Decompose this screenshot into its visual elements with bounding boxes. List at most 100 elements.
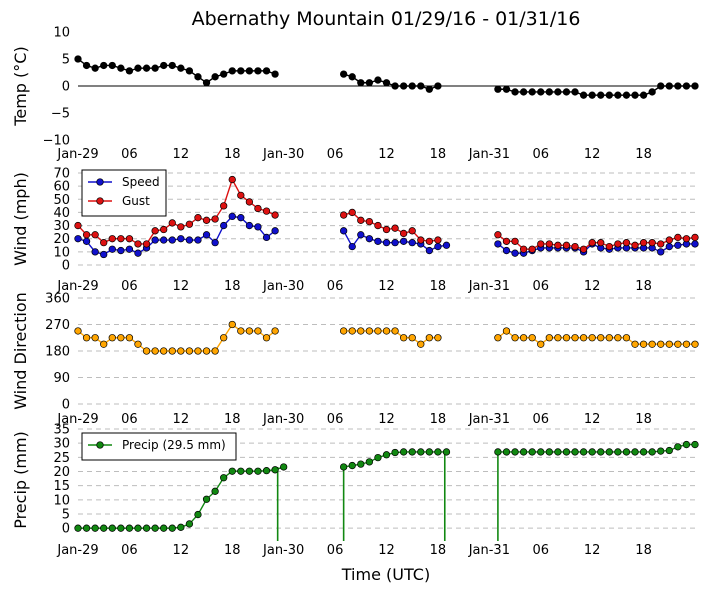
data-point-wind: [168, 219, 176, 227]
data-point-wind: [562, 241, 571, 249]
data-point-direction: [365, 327, 374, 335]
x-tick-label-direction: Jan-30: [262, 412, 304, 427]
data-point-precip: [211, 487, 219, 495]
data-point-precip: [100, 524, 108, 532]
data-point-direction: [74, 327, 82, 335]
data-point-wind: [691, 233, 699, 242]
y-tick-label-wind: 70: [53, 167, 70, 182]
data-point-precip: [202, 495, 211, 503]
data-point-wind: [185, 220, 194, 228]
data-point-wind: [657, 248, 665, 256]
data-point-temp: [160, 61, 168, 70]
y-tick-label-direction: 0: [62, 398, 70, 413]
data-point-wind: [554, 241, 562, 249]
data-point-temp: [691, 82, 699, 90]
x-tick-label-wind: Jan-31: [468, 279, 510, 294]
data-point-wind: [571, 242, 579, 251]
data-point-precip: [374, 453, 382, 462]
data-point-wind: [425, 246, 433, 255]
data-point-wind: [211, 239, 219, 247]
data-point-temp: [108, 61, 116, 70]
data-point-wind: [202, 216, 211, 224]
data-point-wind: [160, 236, 168, 244]
data-point-temp: [237, 67, 245, 75]
data-point-temp: [262, 67, 271, 75]
data-point-wind: [434, 236, 442, 244]
legend-wind: Speed Gust: [81, 169, 167, 217]
data-point-direction: [537, 340, 545, 348]
data-point-direction: [271, 327, 279, 335]
data-point-temp: [168, 61, 176, 70]
data-point-temp: [614, 91, 622, 99]
data-point-wind: [614, 240, 622, 248]
x-tick-label-wind: 18: [224, 279, 241, 294]
x-tick-label-direction: Jan-31: [468, 412, 510, 427]
data-point-wind: [357, 231, 365, 239]
data-point-temp: [588, 91, 596, 99]
series-precip-precip-29-5-mm: [74, 440, 699, 541]
x-tick-label-precip: Jan-29: [56, 543, 98, 558]
series-direction-direction: [74, 320, 699, 355]
data-point-direction: [340, 327, 348, 335]
data-point-wind: [682, 235, 691, 243]
data-point-direction: [185, 347, 194, 355]
data-point-temp: [511, 88, 519, 96]
data-point-precip: [562, 448, 571, 456]
y-tick-label-precip: 0: [62, 522, 70, 537]
x-tick-label-wind: 18: [430, 279, 447, 294]
series-line-direction: [497, 330, 695, 346]
data-point-temp: [545, 88, 553, 96]
data-point-wind: [91, 248, 99, 256]
data-point-wind: [365, 217, 374, 226]
data-point-precip: [502, 448, 511, 456]
data-point-wind: [100, 250, 108, 259]
series-line-precip: [497, 443, 695, 453]
data-point-wind: [425, 237, 433, 245]
data-point-temp: [519, 88, 528, 96]
data-point-wind: [434, 242, 442, 251]
data-point-temp: [639, 91, 648, 99]
data-point-wind: [82, 237, 91, 245]
data-point-wind: [151, 236, 159, 244]
x-tick-label-temp: Jan-31: [468, 147, 510, 162]
data-point-wind: [545, 240, 553, 248]
data-point-temp: [151, 64, 159, 72]
data-point-precip: [108, 524, 116, 532]
data-point-wind: [408, 227, 416, 235]
y-tick-label-precip: 35: [53, 423, 70, 438]
data-point-direction: [108, 334, 116, 342]
data-point-direction: [605, 334, 613, 342]
data-point-wind: [605, 242, 613, 251]
series-line-direction: [77, 323, 276, 352]
data-point-wind: [228, 212, 236, 221]
data-point-precip: [91, 524, 99, 532]
data-point-wind: [494, 240, 502, 248]
panel-temp: −10 −5 0 5 10 Temp (°C) Jan-29 06 12 18 Jan-30 06 12…: [11, 26, 699, 162]
data-point-direction: [494, 334, 502, 342]
data-point-precip: [579, 448, 588, 456]
data-point-direction: [237, 327, 245, 335]
data-point-temp: [374, 76, 382, 84]
y-tick-label-wind: 40: [53, 206, 70, 221]
data-point-direction: [571, 334, 579, 342]
data-point-precip: [417, 448, 425, 456]
data-point-temp: [245, 67, 254, 75]
data-point-wind: [382, 239, 391, 247]
legend-box-precip: [81, 432, 237, 461]
data-point-temp: [357, 79, 365, 87]
y-tick-label-direction: 270: [45, 318, 70, 333]
x-tick-label-wind: Jan-30: [262, 279, 304, 294]
data-point-precip: [228, 467, 236, 475]
data-point-wind: [220, 202, 228, 210]
data-point-direction: [382, 327, 391, 335]
data-point-precip: [280, 463, 288, 471]
data-point-wind: [674, 241, 682, 249]
data-point-wind: [134, 240, 142, 248]
data-point-wind: [237, 191, 245, 199]
data-point-wind: [357, 216, 365, 224]
data-point-direction: [245, 327, 254, 335]
data-point-precip: [537, 448, 545, 456]
x-tick-label-direction: 18: [224, 412, 241, 427]
data-point-temp: [220, 70, 228, 78]
data-point-precip: [74, 524, 82, 532]
